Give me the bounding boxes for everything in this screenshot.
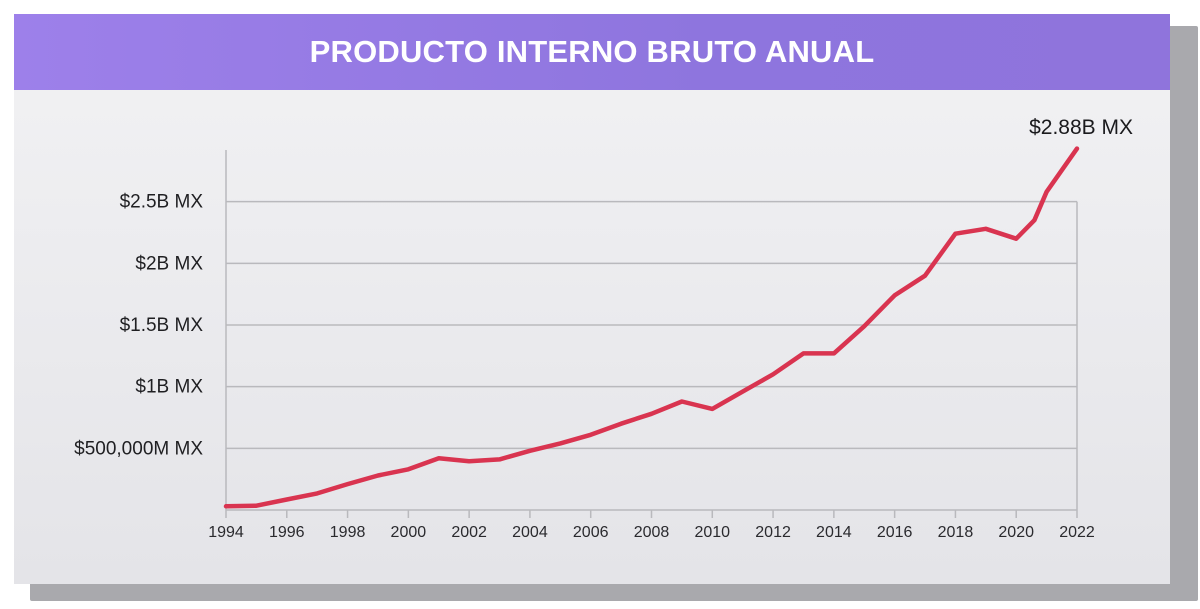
- y-tick-label: $1B MX: [135, 377, 203, 398]
- x-tick-label: 2016: [877, 524, 913, 541]
- y-tick-label: $1.5B MX: [120, 315, 204, 336]
- title-banner: [14, 14, 1170, 90]
- x-tick-label: 2002: [451, 524, 487, 541]
- x-tick-label: 2000: [391, 524, 427, 541]
- peak-value-label: $2.88B MX: [1029, 116, 1133, 139]
- x-tick-label: 2008: [634, 524, 670, 541]
- x-tick-label: 2018: [938, 524, 974, 541]
- y-tick-label: $2B MX: [135, 253, 203, 274]
- x-axis-ticks: 1994 1996 1998 2000 2002 2004 2006 2008 2010 2012…: [208, 510, 1095, 541]
- x-tick-label: 1996: [269, 524, 305, 541]
- series-line: [223, 146, 1080, 509]
- y-tick-label: $2.5B MX: [120, 192, 204, 213]
- x-tick-label: 2010: [694, 524, 730, 541]
- y-axis-ticks: $500,000M MX $1B MX $1.5B MX $2B MX $2.5B MX: [74, 192, 203, 460]
- x-tick-label: 1994: [208, 524, 244, 541]
- x-tick-label: 2012: [755, 524, 791, 541]
- x-tick-label: 2020: [998, 524, 1034, 541]
- x-tick-label: 1998: [330, 524, 366, 541]
- grid-lines: [226, 200, 1077, 450]
- x-tick-label: 2004: [512, 524, 548, 541]
- series-group: [223, 146, 1080, 509]
- annotations: $2.88B MX: [1029, 116, 1133, 139]
- x-tick-label: 2014: [816, 524, 852, 541]
- x-tick-label: 2022: [1059, 524, 1095, 541]
- chart-title: PRODUCTO INTERNO BRUTO ANUAL: [309, 34, 875, 69]
- x-tick-label: 2006: [573, 524, 609, 541]
- chart-card: [14, 14, 1170, 584]
- axes: [225, 150, 1078, 511]
- y-tick-label: $500,000M MX: [74, 438, 203, 459]
